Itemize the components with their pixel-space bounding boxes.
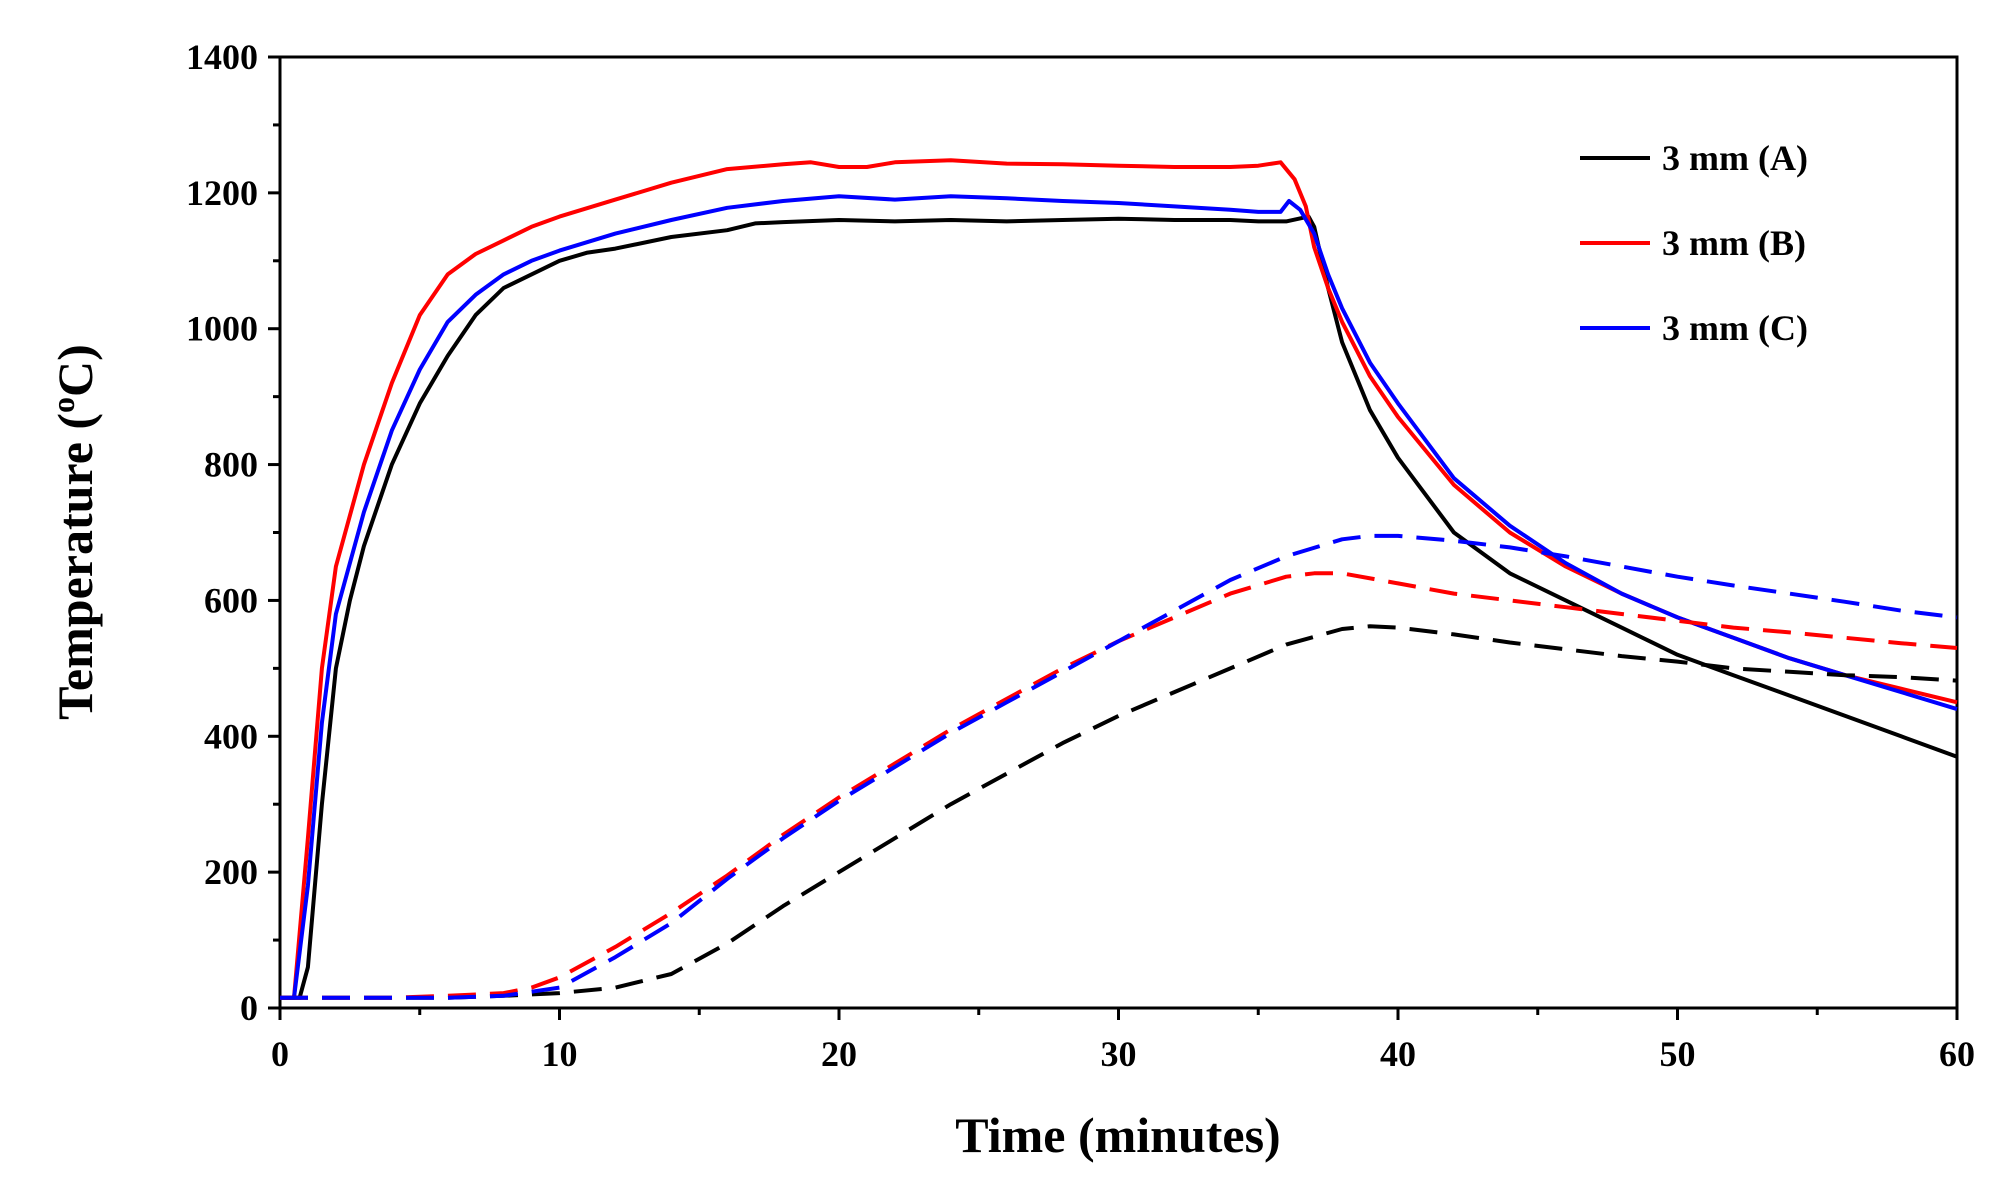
x-tick-label: 50 — [1660, 1034, 1696, 1074]
series-line-0 — [280, 214, 1958, 1000]
legend-item-a: 3 mm (A) — [1580, 138, 1808, 178]
y-tick-label: 600 — [204, 580, 258, 620]
legend-label-a: 3 mm (A) — [1662, 138, 1808, 178]
x-tick-label: 20 — [821, 1034, 857, 1074]
x-tick-label: 40 — [1380, 1034, 1416, 1074]
x-axis-title: Time (minutes) — [955, 1107, 1280, 1163]
legend-label-b: 3 mm (B) — [1662, 223, 1806, 263]
series-line-3 — [280, 624, 1958, 1000]
y-tick-label: 0 — [240, 988, 258, 1028]
x-tick-label: 0 — [271, 1034, 289, 1074]
data-series — [280, 158, 1958, 1000]
y-axis-title-prefix: Temperature ( — [47, 413, 103, 720]
y-tick-label: 1000 — [186, 309, 258, 349]
legend-label-c: 3 mm (C) — [1662, 308, 1808, 348]
y-tick-label: 200 — [204, 852, 258, 892]
series-line-1 — [280, 158, 1958, 1000]
legend-item-c: 3 mm (C) — [1580, 308, 1808, 348]
legend-item-b: 3 mm (B) — [1580, 223, 1806, 263]
y-axis-title-degree: o — [45, 397, 81, 413]
legend: 3 mm (A) 3 mm (B) 3 mm (C) — [1580, 138, 1808, 348]
series-line-5 — [280, 533, 1958, 1000]
x-tick-label: 60 — [1939, 1034, 1975, 1074]
y-tick-label: 1200 — [186, 173, 258, 213]
y-axis-title: Temperature (oC) — [45, 344, 103, 720]
y-tick-label: 400 — [204, 716, 258, 756]
y-axis-title-suffix: C) — [47, 344, 103, 397]
y-tick-label: 1400 — [186, 37, 258, 77]
x-tick-label: 10 — [542, 1034, 578, 1074]
x-tick-label: 30 — [1101, 1034, 1137, 1074]
series-line-2 — [280, 194, 1958, 1000]
y-tick-label: 800 — [204, 445, 258, 485]
axis-ticks — [268, 55, 1959, 1020]
